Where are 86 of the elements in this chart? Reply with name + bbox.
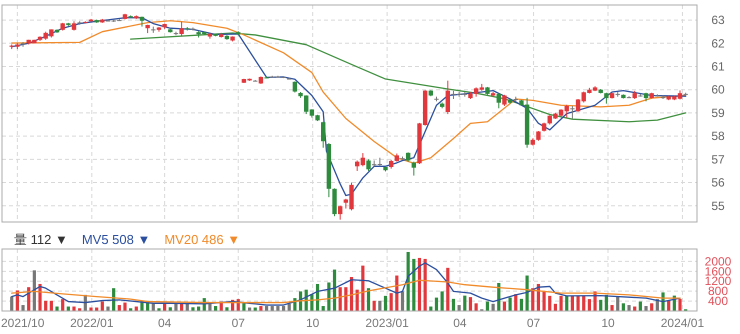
bar [633, 306, 636, 311]
y-tick-label: 58 [711, 129, 725, 144]
y-tick-label: 60 [711, 82, 725, 97]
candlestick [72, 20, 76, 32]
candlestick [412, 161, 416, 176]
y-tick-label: 56 [711, 176, 725, 190]
candlestick [366, 158, 371, 172]
bar [384, 296, 388, 311]
bar [95, 308, 98, 311]
bar [134, 306, 138, 311]
text: 量 112 ▼ [14, 232, 68, 247]
bar [322, 306, 325, 311]
x-tick-label: 2023/01 [365, 316, 410, 330]
candlestick [338, 205, 342, 220]
bar [446, 268, 450, 311]
bar [10, 296, 14, 311]
candlestick [536, 130, 541, 142]
bar [356, 290, 359, 311]
y-tick-label: 63 [711, 13, 725, 28]
bar [372, 300, 376, 311]
bar [429, 306, 432, 311]
candlestick [502, 94, 507, 106]
x-tick-label: 2022/01 [70, 316, 114, 330]
bar [270, 306, 274, 311]
bar [559, 296, 563, 311]
y-tick-label: 2000 [704, 254, 732, 268]
candlestick [406, 152, 410, 162]
x-tick-label: 2024/01 [660, 316, 704, 330]
bar [588, 299, 591, 311]
bar [406, 252, 410, 311]
bar [599, 300, 602, 311]
bar [254, 308, 257, 311]
candlestick [570, 105, 575, 120]
bar [66, 306, 70, 311]
bar [434, 298, 438, 311]
y-tick-label: 62 [711, 36, 725, 50]
candlestick [496, 92, 501, 109]
bar [44, 300, 48, 311]
bar [152, 304, 155, 311]
x-tick-label: 10 [601, 316, 615, 330]
bar [61, 299, 64, 311]
bar [548, 296, 552, 311]
x-tick-label: 10 [306, 316, 320, 330]
y-tick-label: 59 [711, 106, 725, 120]
candlestick [292, 80, 298, 93]
text: MV5 508 ▼ [82, 232, 150, 247]
bar [514, 294, 518, 311]
x-tick-label: 04 [453, 316, 467, 330]
bar [395, 276, 398, 311]
bar [667, 300, 670, 311]
y-tick-label: 61 [711, 60, 725, 74]
bar [288, 304, 291, 311]
bar [100, 302, 104, 311]
line-series [130, 32, 686, 122]
y-tick-label: 57 [711, 152, 725, 166]
bar [531, 288, 534, 311]
text: MV20 486 ▼ [164, 232, 240, 247]
candlestick [140, 16, 144, 28]
bar [497, 282, 500, 311]
candlestick [604, 92, 609, 104]
bar [582, 296, 586, 311]
bar [616, 296, 620, 311]
bar [186, 303, 189, 311]
candlestick [179, 21, 184, 37]
candlestick [446, 80, 450, 115]
line-series [11, 17, 686, 196]
bar [361, 266, 364, 311]
y-tick-label: 400 [708, 294, 728, 308]
x-tick-label: 07 [526, 316, 541, 330]
bar [440, 291, 444, 311]
bar [468, 297, 472, 311]
bar [378, 300, 382, 311]
x-tick-label: 04 [158, 316, 172, 330]
x-tick-label: 07 [232, 316, 246, 330]
y-tick-label: 55 [711, 198, 725, 213]
bar [508, 298, 512, 311]
bar [463, 296, 466, 311]
bar [118, 305, 121, 311]
bar [390, 293, 393, 311]
bar [412, 258, 416, 311]
x-tick-label: 2021/10 [1, 316, 45, 330]
line-series [11, 280, 681, 304]
candlestick [321, 121, 326, 148]
bar [338, 287, 342, 311]
bar [565, 296, 568, 311]
bar [650, 303, 654, 311]
